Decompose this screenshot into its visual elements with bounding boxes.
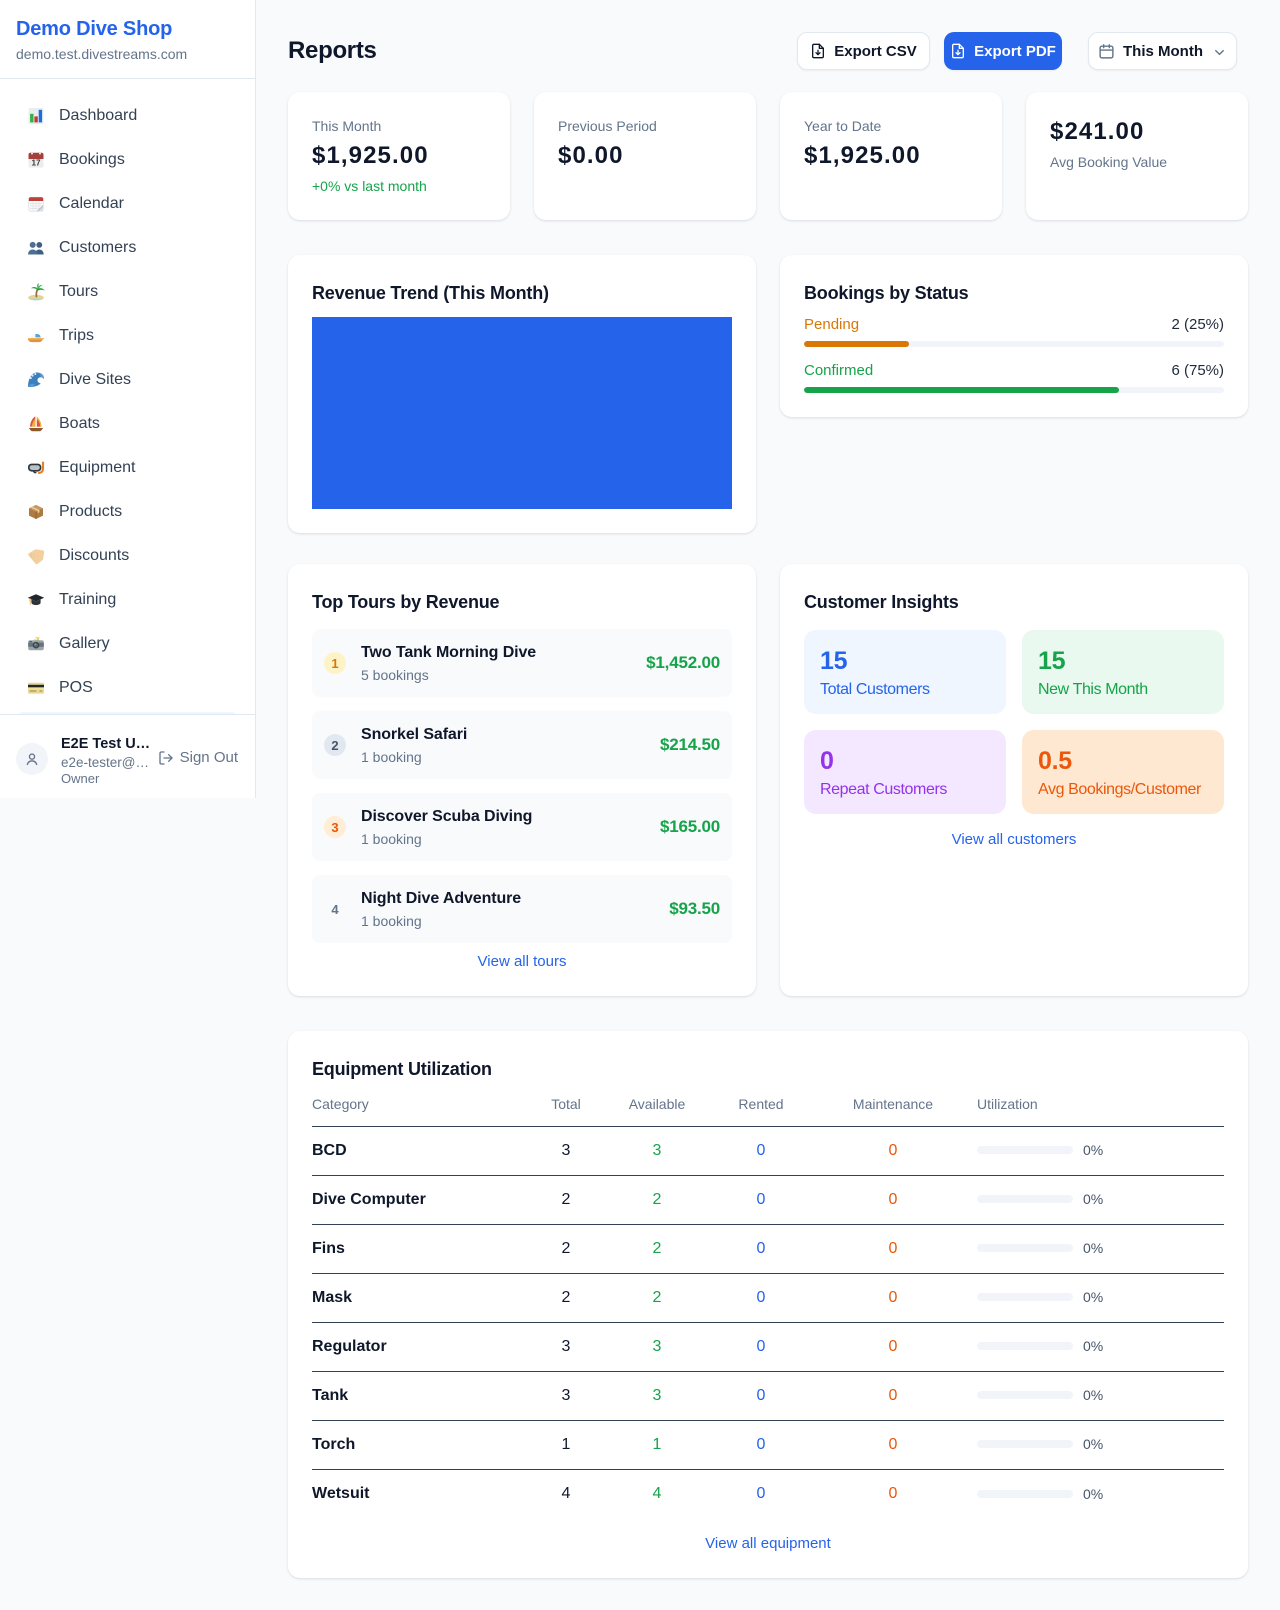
svg-text:17: 17: [31, 159, 41, 168]
